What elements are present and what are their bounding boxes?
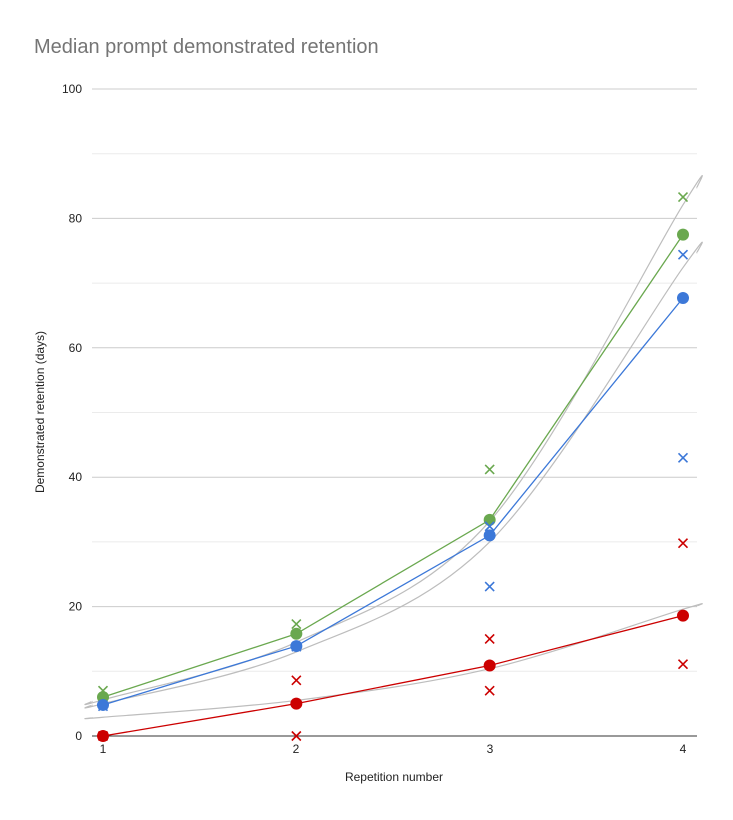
x-marker-red <box>484 685 495 696</box>
y-tick-label: 0 <box>75 729 82 743</box>
series-lines <box>102 234 684 737</box>
point-green <box>290 627 303 640</box>
point-red <box>483 659 496 672</box>
x-marker-red <box>291 730 302 742</box>
trendline-green <box>84 175 703 706</box>
x-marker-green <box>291 619 302 630</box>
x-tick-label: 4 <box>680 742 687 756</box>
x-tick-label: 3 <box>487 742 494 756</box>
x-axis-label: Repetition number <box>345 770 443 784</box>
chart-title: Median prompt demonstrated retention <box>34 36 379 58</box>
y-tick-label: 80 <box>69 211 83 225</box>
point-red <box>677 609 689 622</box>
x-marker-red <box>677 538 689 549</box>
x-marker-red <box>677 659 689 670</box>
point-red <box>290 697 303 710</box>
x-marker-red <box>484 633 495 645</box>
point-blue <box>97 698 109 711</box>
point-red <box>97 730 109 742</box>
x-marker-blue <box>677 249 689 260</box>
x-tick-label: 1 <box>100 742 107 756</box>
x-marker-blue <box>484 521 495 532</box>
y-axis-label: Demonstrated retention (days) <box>33 331 47 493</box>
x-marker-blue <box>484 581 495 592</box>
x-tick-label: 2 <box>293 742 300 756</box>
series-line-blue <box>102 297 684 706</box>
trendline-red <box>84 603 703 720</box>
data-markers <box>97 191 689 742</box>
x-marker-blue <box>677 452 689 463</box>
y-tick-label: 40 <box>69 470 83 484</box>
axis-ticks: 0 20 40 60 80 100 1 2 3 4 <box>62 82 687 756</box>
series-line-green <box>102 234 684 698</box>
point-green <box>677 228 689 241</box>
y-tick-label: 60 <box>69 341 83 355</box>
point-blue <box>290 640 303 653</box>
point-green <box>483 513 496 526</box>
trendlines <box>84 175 703 720</box>
y-tick-label: 100 <box>62 82 82 96</box>
series-line-red <box>102 615 684 737</box>
point-blue <box>483 529 496 542</box>
grid-lines <box>92 88 697 737</box>
x-marker-red <box>291 675 302 686</box>
x-marker-green <box>484 464 495 475</box>
point-blue <box>677 291 689 304</box>
x-marker-green <box>677 191 689 203</box>
y-tick-label: 20 <box>69 600 83 614</box>
trendline-blue <box>84 241 703 709</box>
